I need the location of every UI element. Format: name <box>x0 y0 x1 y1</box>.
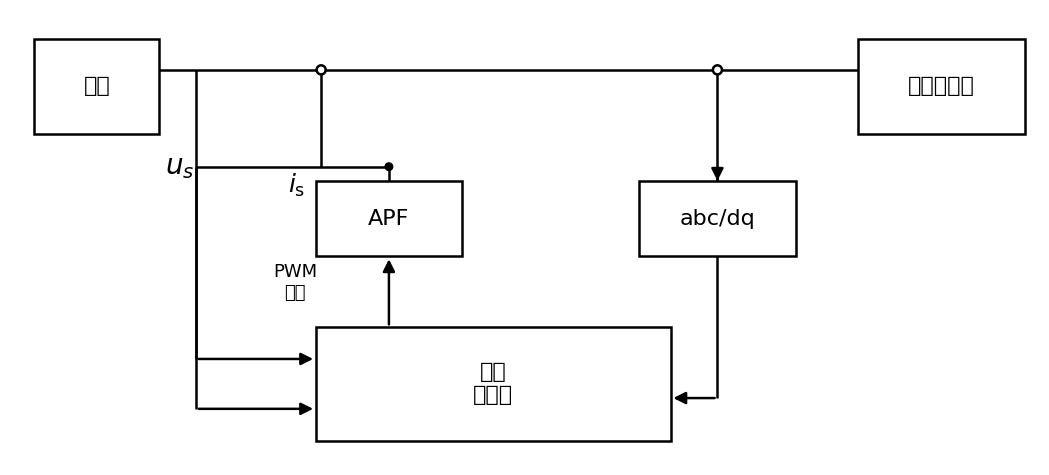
Text: $i_{\mathrm{s}}$: $i_{\mathrm{s}}$ <box>288 171 305 199</box>
Text: 电网: 电网 <box>84 76 110 96</box>
Circle shape <box>385 163 392 171</box>
Text: 非线性负载: 非线性负载 <box>908 76 976 96</box>
Bar <box>316 327 670 440</box>
Text: APF: APF <box>368 209 409 228</box>
Bar <box>639 181 795 256</box>
Circle shape <box>713 66 722 75</box>
Text: PWM
控制: PWM 控制 <box>273 263 317 302</box>
Circle shape <box>317 66 325 75</box>
Text: 电流
控制器: 电流 控制器 <box>473 362 513 406</box>
Text: $u_s$: $u_s$ <box>165 152 194 180</box>
Bar <box>316 181 462 256</box>
Text: abc/dq: abc/dq <box>680 209 755 228</box>
Bar <box>35 39 159 133</box>
Bar <box>858 39 1025 133</box>
